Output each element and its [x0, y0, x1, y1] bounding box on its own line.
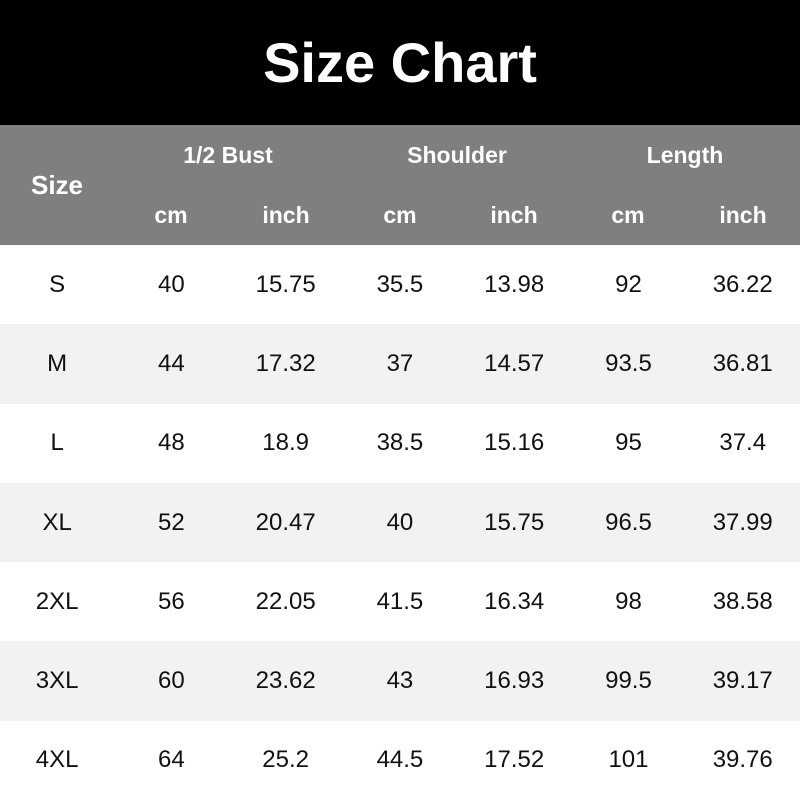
measurement-cell: 52	[158, 508, 185, 536]
size-cell: XL	[42, 508, 72, 536]
measurement-cell: 38.58	[712, 587, 773, 615]
measurement-cell: 95	[615, 429, 642, 457]
page-title: Size Chart	[263, 31, 537, 94]
measurement-cell: 18.9	[262, 429, 310, 457]
measurement-cell: 44.5	[376, 746, 424, 774]
measurement-cell: 43	[386, 667, 414, 695]
measurement-cell: 14.57	[484, 349, 545, 377]
measurement-cell: 99.5	[605, 667, 652, 695]
table-header: Size 1/2 Bust Shoulder Length cm inch cm…	[0, 125, 800, 245]
measurement-cell: 15.75	[255, 270, 316, 298]
measurement-cell: 40	[158, 270, 185, 298]
size-cell: S	[49, 270, 66, 298]
measurement-cell: 40	[386, 508, 414, 536]
measurement-cell: 56	[158, 587, 185, 615]
table-row: S 40 15.75 35.5 13.98 92 36.22	[0, 245, 800, 324]
measurement-cell: 16.93	[484, 667, 545, 695]
measurement-cell: 93.5	[605, 349, 652, 377]
header-length: Length	[646, 141, 724, 168]
measurement-cell: 41.5	[376, 587, 424, 615]
header-size: Size	[30, 169, 84, 200]
measurement-cell: 36.81	[712, 349, 773, 377]
table-row: L 48 18.9 38.5 15.16 95 37.4	[0, 404, 800, 483]
measurement-cell: 39.17	[712, 667, 773, 695]
measurement-cell: 60	[158, 667, 185, 695]
table-row: M 44 17.32 37 14.57 93.5 36.81	[0, 324, 800, 404]
measurement-cell: 48	[158, 429, 185, 457]
measurement-cell: 35.5	[376, 270, 424, 298]
measurement-cell: 25.2	[262, 746, 310, 774]
measurement-cell: 17.52	[484, 746, 545, 774]
header-shoulder: Shoulder	[407, 141, 507, 168]
measurement-cell: 98	[615, 587, 642, 615]
header-unit: inch	[262, 201, 310, 228]
header-bust: 1/2 Bust	[183, 141, 273, 168]
table-row: 4XL 64 25.2 44.5 17.52 101 39.76	[0, 721, 800, 800]
title-bar: Size Chart	[0, 0, 800, 125]
size-cell: M	[47, 349, 68, 377]
header-unit: inch	[719, 201, 767, 228]
table-row: 2XL 56 22.05 41.5 16.34 98 38.58	[0, 562, 800, 641]
measurement-cell: 15.75	[484, 508, 545, 536]
measurement-cell: 37.4	[719, 429, 767, 457]
header-unit: cm	[383, 201, 417, 228]
measurement-cell: 39.76	[712, 746, 773, 774]
table-row: XL 52 20.47 40 15.75 96.5 37.99	[0, 482, 800, 563]
size-cell: 4XL	[35, 746, 79, 774]
table-body: S 40 15.75 35.5 13.98 92 36.22 M 44 17.32 37 14.57 9…	[0, 245, 800, 800]
header-unit: cm	[154, 201, 188, 228]
measurement-cell: 36.22	[712, 270, 773, 298]
measurement-cell: 44	[158, 349, 185, 377]
measurement-cell: 101	[608, 746, 649, 774]
measurement-cell: 37	[386, 349, 414, 377]
measurement-cell: 16.34	[484, 587, 545, 615]
measurement-cell: 64	[158, 746, 185, 774]
measurement-cell: 23.62	[255, 667, 316, 695]
size-cell: L	[50, 429, 64, 457]
size-cell: 2XL	[35, 587, 79, 615]
measurement-cell: 17.32	[255, 349, 316, 377]
measurement-cell: 92	[615, 270, 642, 298]
measurement-cell: 96.5	[605, 508, 652, 536]
measurement-cell: 15.16	[484, 429, 545, 457]
table-row: 3XL 60 23.62 43 16.93 99.5 39.17	[0, 641, 800, 721]
header-unit: cm	[611, 201, 645, 228]
measurement-cell: 22.05	[255, 587, 316, 615]
header-unit: inch	[490, 201, 538, 228]
measurement-cell: 20.47	[255, 508, 316, 536]
measurement-cell: 38.5	[376, 429, 424, 457]
size-cell: 3XL	[35, 667, 79, 695]
measurement-cell: 37.99	[712, 508, 773, 536]
measurement-cell: 13.98	[484, 270, 545, 298]
